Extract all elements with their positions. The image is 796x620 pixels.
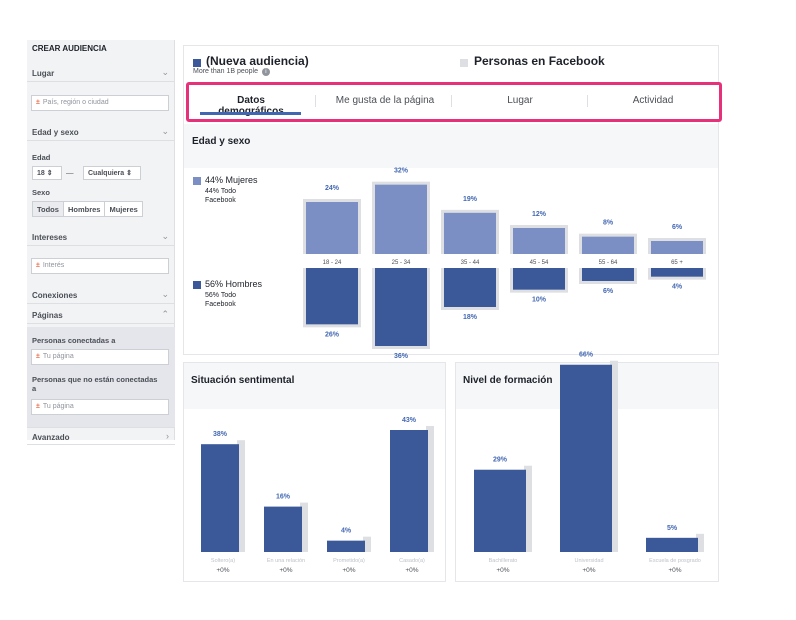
women-sub-1: 44% Todo bbox=[205, 188, 237, 195]
tab-divider bbox=[451, 95, 452, 107]
connected-page-placeholder: Tu página bbox=[42, 353, 74, 360]
tab-lugar[interactable]: Lugar bbox=[507, 95, 533, 106]
audience-color-square bbox=[193, 59, 201, 67]
facebook-title: Personas en Facebook bbox=[474, 54, 605, 68]
women-color-square bbox=[193, 177, 201, 185]
tabs-bar: Datos demográficos Me gusta de la página… bbox=[186, 82, 722, 122]
age-max-select[interactable]: Cualquiera ⇕ bbox=[83, 166, 141, 180]
chevron-down-icon: ⌄ bbox=[161, 67, 169, 77]
chevron-up-icon: ⌃ bbox=[161, 309, 169, 319]
plus-icon: ± bbox=[36, 403, 40, 410]
chevron-down-icon: ⌄ bbox=[161, 289, 169, 299]
sex-segmented-control: Todos Hombres Mujeres bbox=[32, 201, 143, 217]
age-gender-header bbox=[184, 124, 718, 168]
interest-input[interactable]: ± Interés bbox=[31, 258, 169, 274]
age-label: Edad bbox=[32, 153, 51, 162]
chevron-right-icon: › bbox=[166, 431, 169, 441]
sex-option-mujeres[interactable]: Mujeres bbox=[109, 205, 138, 214]
sex-option-hombres[interactable]: Hombres bbox=[64, 202, 106, 216]
men-sub-1: 56% Todo bbox=[205, 292, 237, 299]
sidebar: CREAR AUDIENCIA Lugar ⌄ ± País, región o … bbox=[27, 40, 175, 445]
tab-divider bbox=[315, 95, 316, 107]
connected-label: Personas conectadas a bbox=[32, 336, 116, 345]
audience-size: More than 1B people bbox=[193, 68, 258, 75]
tab-me-gusta[interactable]: Me gusta de la página bbox=[335, 95, 435, 106]
men-label: 56% Hombres bbox=[205, 279, 263, 289]
audience-subtitle: More than 1B people i bbox=[193, 68, 270, 76]
age-dash: — bbox=[66, 168, 74, 177]
section-lugar-label: Lugar bbox=[32, 69, 55, 78]
section-avanzado[interactable]: Avanzado › bbox=[27, 427, 175, 445]
sex-option-todos[interactable]: Todos bbox=[33, 202, 64, 216]
women-sub-2: Facebook bbox=[205, 197, 236, 204]
section-intereses-label: Intereses bbox=[32, 233, 68, 242]
relationship-title: Situación sentimental bbox=[191, 375, 295, 386]
women-label: 44% Mujeres bbox=[205, 175, 258, 185]
tab-divider bbox=[587, 95, 588, 107]
section-avanzado-label: Avanzado bbox=[32, 433, 70, 442]
info-icon[interactable]: i bbox=[261, 68, 270, 76]
relationship-header bbox=[184, 363, 445, 409]
men-color-square bbox=[193, 281, 201, 289]
education-title: Nivel de formación bbox=[463, 375, 553, 386]
section-conexiones-label: Conexiones bbox=[32, 291, 78, 300]
sex-label: Sexo bbox=[32, 188, 50, 197]
plus-icon: ± bbox=[36, 99, 40, 106]
tab-actividad[interactable]: Actividad bbox=[632, 95, 674, 106]
facebook-color-square bbox=[460, 59, 468, 67]
location-input[interactable]: ± País, región o ciudad bbox=[31, 95, 169, 111]
age-min-select[interactable]: 18 ⇕ bbox=[32, 166, 62, 180]
section-paginas[interactable]: Páginas ⌃ bbox=[27, 306, 175, 324]
connected-page-input[interactable]: ± Tu página bbox=[31, 349, 169, 365]
section-edad-sexo-label: Edad y sexo bbox=[32, 128, 79, 137]
section-conexiones[interactable]: Conexiones ⌄ bbox=[27, 286, 175, 304]
men-sub-2: Facebook bbox=[205, 301, 236, 308]
audience-title: (Nueva audiencia) bbox=[206, 54, 309, 68]
tab-datos-demograficos[interactable]: Datos demográficos bbox=[218, 95, 284, 117]
location-placeholder: País, región o ciudad bbox=[42, 99, 109, 106]
not-connected-page-placeholder: Tu página bbox=[42, 403, 74, 410]
education-header bbox=[456, 363, 718, 409]
interest-placeholder: Interés bbox=[42, 262, 65, 269]
section-intereses[interactable]: Intereses ⌄ bbox=[27, 228, 175, 246]
plus-icon: ± bbox=[36, 262, 40, 269]
not-connected-page-input[interactable]: ± Tu página bbox=[31, 399, 169, 415]
sidebar-title: CREAR AUDIENCIA bbox=[32, 44, 107, 53]
not-connected-label: Personas que no están conectadas a bbox=[32, 375, 158, 393]
chevron-down-icon: ⌄ bbox=[161, 231, 169, 241]
section-edad-sexo[interactable]: Edad y sexo ⌄ bbox=[27, 123, 175, 141]
section-lugar[interactable]: Lugar ⌄ bbox=[27, 64, 175, 82]
section-paginas-label: Páginas bbox=[32, 311, 63, 320]
age-gender-title: Edad y sexo bbox=[192, 136, 251, 147]
chevron-down-icon: ⌄ bbox=[161, 126, 169, 136]
active-tab-indicator bbox=[200, 112, 301, 115]
plus-icon: ± bbox=[36, 353, 40, 360]
